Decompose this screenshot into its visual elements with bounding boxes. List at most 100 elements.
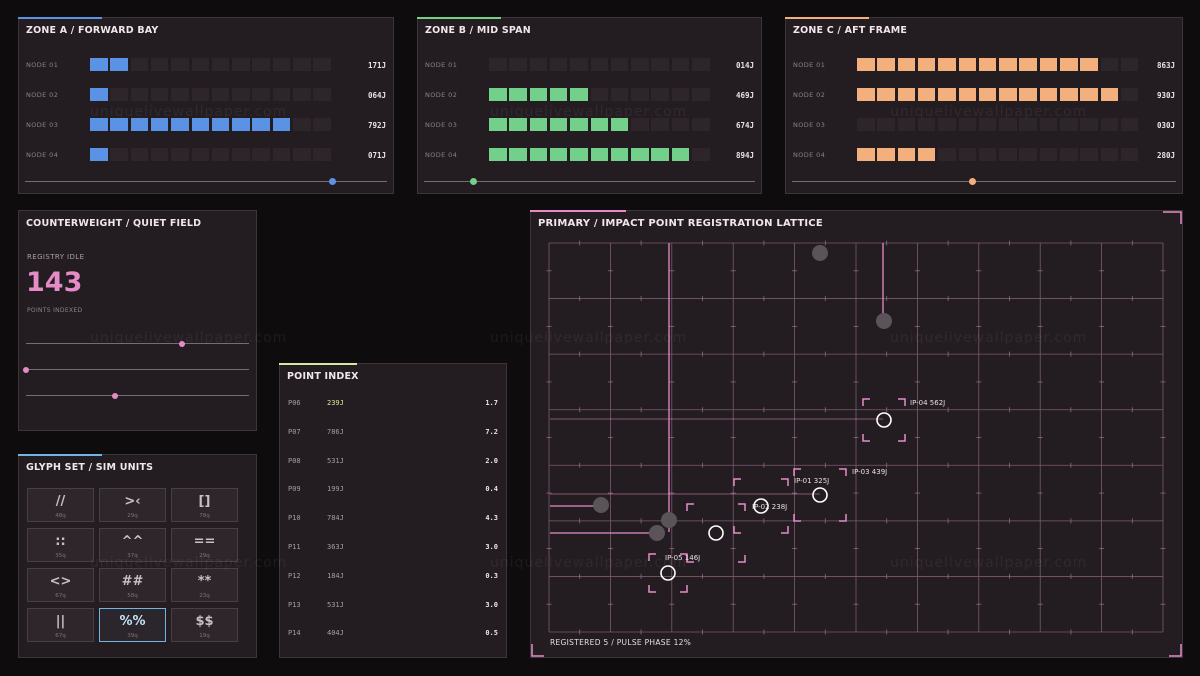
glyph-symbol: <>: [49, 574, 72, 589]
point-index-accent: [279, 363, 357, 365]
zone-node-row: NODE 02 930J: [793, 88, 1175, 102]
energy-segment-empty: [692, 118, 710, 131]
target-bracket: [686, 503, 746, 563]
energy-segment-empty: [958, 148, 976, 161]
impact-ring-ip03: [812, 487, 828, 503]
energy-segment-filled: [958, 88, 976, 101]
node-label: NODE 02: [793, 91, 826, 99]
zone-slider-handle[interactable]: [470, 178, 478, 185]
glyph-tile[interactable]: :: 35q: [27, 528, 94, 562]
glyph-tile[interactable]: // 48q: [27, 488, 94, 522]
index-row[interactable]: P06 239J 1.7: [288, 399, 498, 413]
energy-segment-filled: [110, 58, 128, 71]
zone-b-panel: ZONE B / MID SPAN NODE 01 014J NODE 02 469J…: [417, 17, 762, 194]
index-row[interactable]: P07 786J 7.2: [288, 428, 498, 442]
zone-slider-track[interactable]: [25, 181, 387, 182]
point-value: 2.0: [485, 456, 498, 465]
point-value: 4.3: [485, 514, 498, 523]
glyph-symbol: **: [197, 574, 212, 589]
quiet-field-slider-handle[interactable]: [179, 340, 186, 347]
zone-slider-track[interactable]: [424, 181, 755, 182]
point-energy: 404J: [327, 629, 344, 638]
node-value: 894J: [735, 151, 754, 160]
energy-segment-filled: [549, 118, 568, 131]
energy-segment-filled: [252, 118, 270, 131]
quiet-field-slider-track[interactable]: [26, 343, 249, 344]
impact-ring-ip01: [753, 498, 769, 514]
glyph-tile[interactable]: [] 78q: [171, 488, 238, 522]
index-row[interactable]: P14 404J 0.5: [288, 629, 498, 643]
node-value: 171J: [367, 61, 386, 70]
energy-segment-empty: [978, 148, 997, 161]
energy-segment-empty: [1120, 148, 1139, 161]
glyph-unit: 35q: [55, 553, 66, 559]
energy-segment-empty: [232, 88, 250, 101]
energy-segment-filled: [1080, 88, 1098, 101]
energy-segment-filled: [90, 118, 108, 131]
points-caption: POINTS INDEXED: [27, 307, 83, 314]
glyph-symbol: //: [55, 494, 66, 509]
glyph-tile[interactable]: == 29q: [171, 528, 238, 562]
quiet-field-slider-handle[interactable]: [112, 392, 119, 399]
quiet-field-slider-handle[interactable]: [23, 366, 29, 373]
glyph-tile[interactable]: ** 23q: [171, 568, 238, 602]
node-label: NODE 04: [26, 151, 59, 159]
glyph-tile[interactable]: $$ 19q: [171, 608, 238, 642]
glyph-tile[interactable]: >‹ 29q: [99, 488, 166, 522]
point-index-title: POINT INDEX: [287, 371, 359, 382]
energy-segment-empty: [1100, 148, 1119, 161]
energy-segment-empty: [1080, 118, 1098, 131]
energy-segment-empty: [857, 118, 875, 131]
energy-segment-filled: [917, 58, 936, 71]
point-value: 3.0: [485, 543, 498, 551]
point-energy: 531J: [327, 600, 344, 609]
node-value: 930J: [1156, 91, 1175, 100]
energy-segment-empty: [999, 118, 1017, 131]
zone-node-row: NODE 03 792J: [26, 118, 386, 132]
energy-segment-empty: [570, 58, 588, 71]
energy-segment-filled: [857, 88, 875, 101]
label-ip05: IP-05 146J: [665, 554, 700, 562]
zone-slider-handle[interactable]: [968, 178, 976, 185]
glyph-set-title: GLYPH SET / SIM UNITS: [26, 462, 154, 473]
energy-segment-empty: [1080, 148, 1098, 161]
glyph-symbol: $$: [195, 614, 214, 629]
energy-segment-filled: [897, 88, 916, 101]
zone-slider-handle[interactable]: [329, 178, 337, 185]
zone-a-panel: ZONE A / FORWARD BAY NODE 01 171J NODE 02 0…: [18, 17, 394, 194]
energy-segment-filled: [549, 88, 568, 101]
index-row[interactable]: P08 531J 2.0: [288, 457, 498, 471]
glyph-tile[interactable]: ^^ 37q: [99, 528, 166, 562]
energy-segment-empty: [211, 148, 230, 161]
node-label: NODE 01: [793, 61, 826, 69]
energy-segment-empty: [1039, 148, 1058, 161]
glyph-symbol: []: [198, 494, 211, 509]
energy-segment-filled: [90, 58, 108, 71]
energy-segment-filled: [549, 148, 568, 161]
zone-c-accent: [785, 17, 869, 19]
quiet-field-slider-track[interactable]: [26, 395, 249, 396]
index-row[interactable]: P11 363J 3.0: [288, 543, 498, 557]
index-row[interactable]: P09 199J 0.4: [288, 485, 498, 499]
glyph-tile[interactable]: || 67q: [27, 608, 94, 642]
energy-segment-empty: [631, 118, 649, 131]
zone-slider-track[interactable]: [792, 181, 1176, 182]
point-id: P08: [288, 456, 301, 465]
point-id: P07: [288, 427, 301, 436]
energy-segment-filled: [938, 88, 956, 101]
index-row[interactable]: P13 531J 3.0: [288, 601, 498, 615]
glyph-tile[interactable]: %% 39q: [99, 608, 166, 642]
index-row[interactable]: P12 184J 0.3: [288, 572, 498, 586]
energy-segment-empty: [272, 58, 291, 71]
energy-segment-empty: [1100, 118, 1119, 131]
index-row[interactable]: P10 784J 4.3: [288, 514, 498, 528]
quiet-field-slider-track[interactable]: [26, 369, 249, 370]
glyph-tile[interactable]: ## 58q: [99, 568, 166, 602]
energy-segment-empty: [692, 58, 710, 71]
zone-node-row: NODE 04 071J: [26, 148, 386, 162]
glyph-tile[interactable]: <> 67q: [27, 568, 94, 602]
glyph-symbol: >‹: [124, 494, 141, 509]
energy-segment-empty: [1120, 58, 1139, 71]
energy-segment-empty: [671, 118, 690, 131]
impact-ring-ip04: [876, 412, 892, 428]
